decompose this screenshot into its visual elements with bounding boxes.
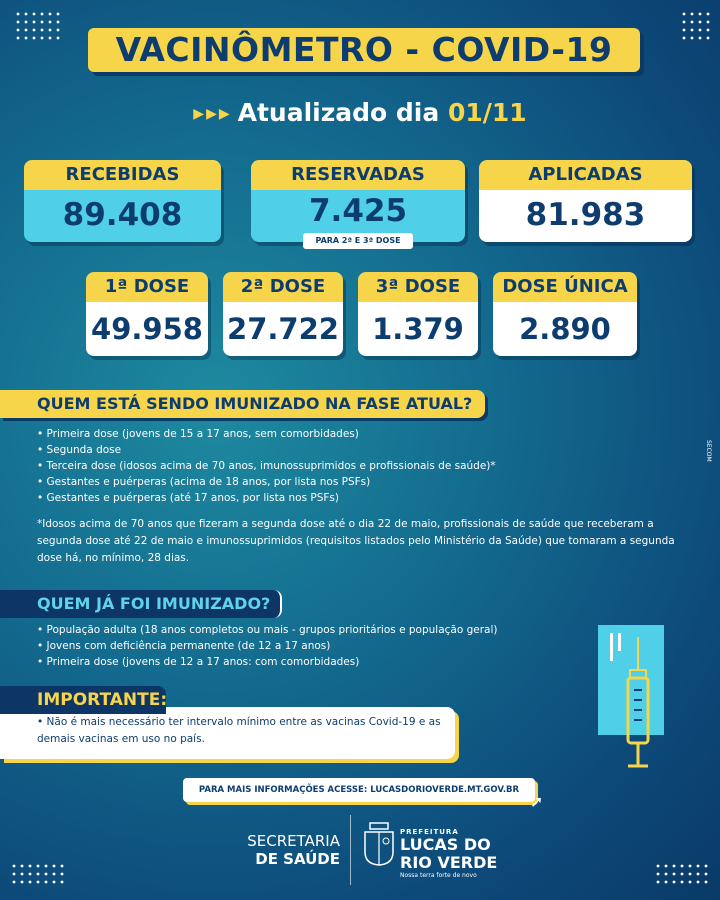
decorative-dots [680,10,710,44]
card-dose-1: 1ª DOSE 49.958 [86,272,208,356]
card-recebidas: RECEBIDAS 89.408 [24,160,221,242]
updated-date: 01/11 [447,98,527,127]
current-phase-heading: QUEM ESTÁ SENDO IMUNIZADO NA FASE ATUAL? [0,390,485,418]
already-list: População adulta (18 anos completos ou m… [37,622,498,670]
list-item: Terceira dose (idosos acima de 70 anos, … [37,458,496,474]
secretaria-logo: SECRETARIA DE SAÚDE [247,832,340,868]
list-item: População adulta (18 anos completos ou m… [37,622,498,638]
updated-line: ▶▶▶ Atualizado dia 01/11 [193,98,527,127]
footnote: *Idosos acima de 70 anos que fizeram a s… [37,518,675,564]
cursor-icon: ➚ [530,792,544,811]
page-title: VACINÔMETRO - COVID-19 [88,28,640,72]
list-item: Primeira dose (jovens de 12 a 17 anos: c… [37,654,498,670]
already-heading: QUEM JÁ FOI IMUNIZADO? [0,590,282,618]
divider [350,815,351,885]
decorative-dots [654,862,710,888]
more-info-link[interactable]: PARA MAIS INFORMAÇÕES ACESSE: LUCASDORIO… [183,778,535,802]
list-item: Primeira dose (jovens de 15 a 17 anos, s… [37,426,496,442]
list-item: Jovens com deficiência permanente (de 12… [37,638,498,654]
list-item: Gestantes e puérperas (acima de 18 anos,… [37,474,496,490]
secom-label: SECOM [705,440,712,462]
decorative-dots [10,862,66,888]
city-crest-icon [364,822,394,866]
important-heading: IMPORTANTE: [0,686,167,714]
card-reservadas: RESERVADAS 7.425 [251,160,465,242]
decorative-dots [14,10,62,44]
arrows-icon: ▶▶▶ [193,106,232,122]
list-item: Gestantes e puérperas (até 17 anos, por … [37,490,496,506]
reservadas-note: PARA 2ª E 3ª DOSE [303,233,413,249]
card-dose-unica: DOSE ÚNICA 2.890 [493,272,637,356]
important-box: • Não é mais necessário ter intervalo mí… [0,707,455,759]
list-item: Segunda dose [37,442,496,458]
prefeitura-logo: PREFEITURA LUCAS DO RIO VERDE Nossa terr… [400,828,498,879]
syringe-icon [598,625,664,768]
card-aplicadas: APLICADAS 81.983 [479,160,692,242]
card-dose-3: 3ª DOSE 1.379 [358,272,478,356]
current-phase-list: Primeira dose (jovens de 15 a 17 anos, s… [37,426,496,506]
card-dose-2: 2ª DOSE 27.722 [223,272,343,356]
